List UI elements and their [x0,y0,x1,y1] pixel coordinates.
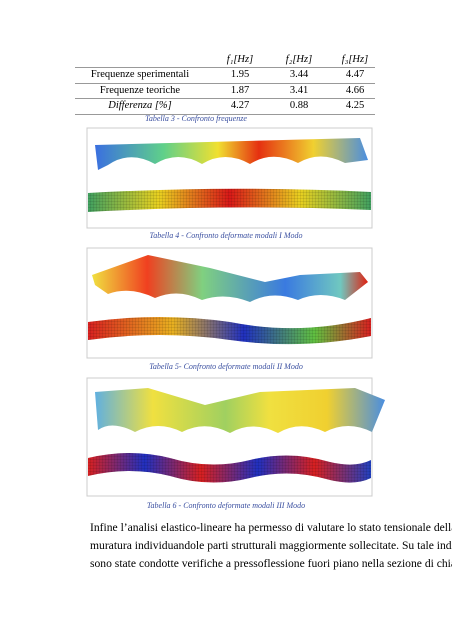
bridge-model [95,388,385,433]
cell: 3.44 [289,69,309,80]
rule [75,83,375,84]
cell: 4.27 [230,100,250,111]
paragraph-line: sono state condotte verifiche a pressofl… [90,557,452,570]
cell: 0.88 [289,100,309,111]
figure-frame [86,127,373,497]
rule [75,67,375,68]
header-cell: f₃[Hz] [341,54,369,65]
header-cell: f₂[Hz] [285,54,313,65]
row-label: Frequenze teoriche [99,85,181,96]
cell: 4.66 [345,85,365,96]
table-caption: Tabella 3 - Confronto frequenze [145,114,247,123]
figure-caption: Tabella 6 - Confronto deformate modali I… [146,501,306,510]
figure-caption: Tabella 5- Confronto deformate modali II… [149,362,303,371]
figure-caption: Tabella 4 - Confronto deformate modali I… [149,231,303,240]
mesh-lines [88,453,371,483]
mesh-lines [88,188,371,212]
paragraph-line: muratura individuandole parti struttural… [90,539,452,552]
cell: 4.47 [345,69,365,80]
mesh-lines [88,317,371,345]
bridge-model [95,138,368,170]
cell: 4.25 [345,100,365,111]
bridge-model [92,255,368,302]
rule [75,114,375,115]
cell: 1.87 [230,85,250,96]
rule [75,98,375,99]
cell: 1.95 [230,69,250,80]
paragraph-line: Infine l’analisi elastico-lineare ha per… [90,521,452,534]
header-cell: f₁[Hz] [226,54,254,65]
figures [86,127,385,497]
cell: 3.41 [289,85,309,96]
row-label: Frequenze sperimentali [90,69,190,80]
row-label: Differenza [%] [108,100,172,111]
